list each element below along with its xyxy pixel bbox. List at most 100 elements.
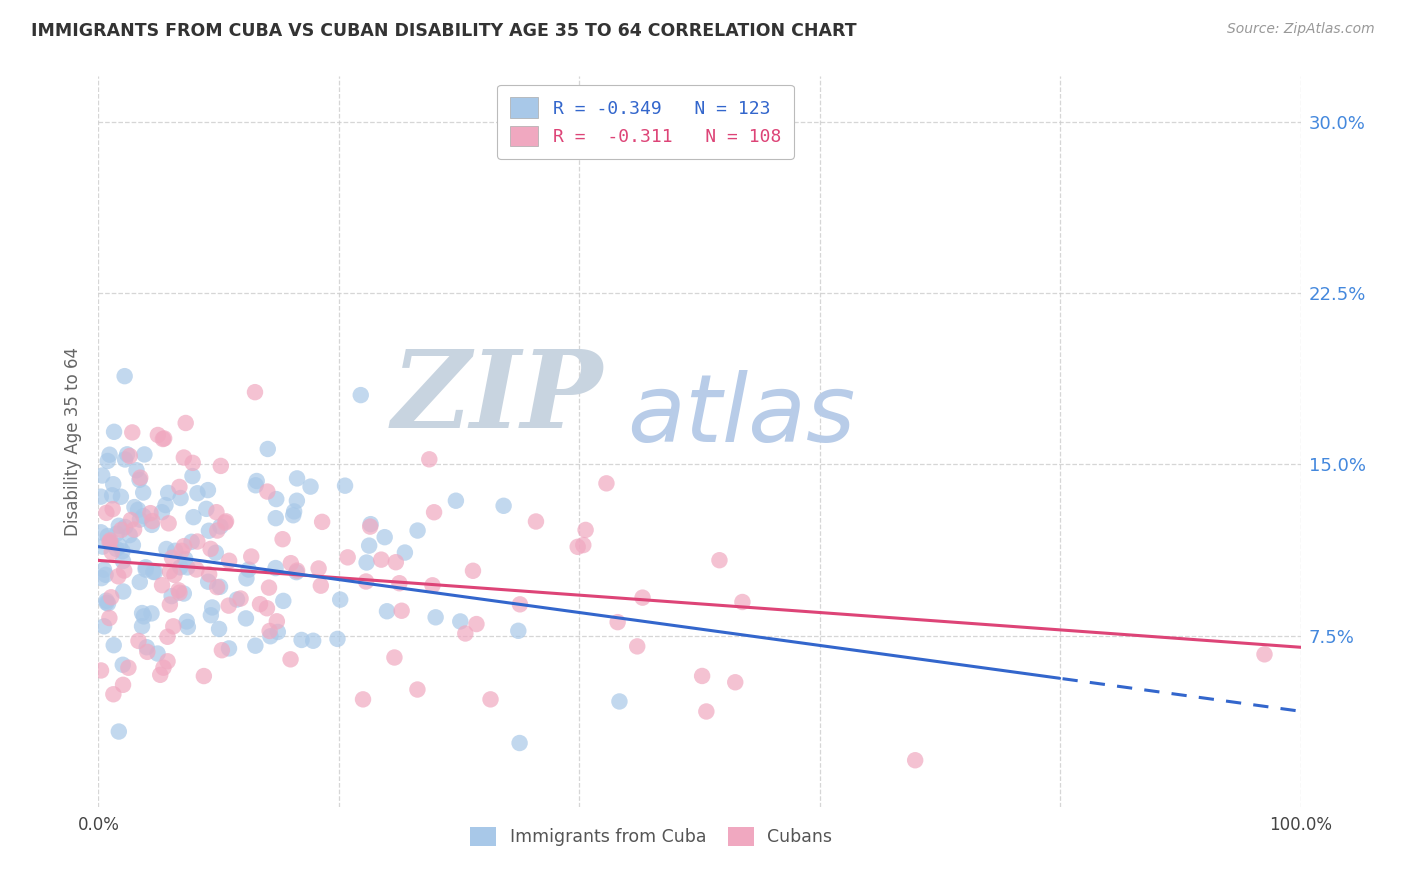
Point [112, 564, 135, 578]
Point [283, 504, 305, 518]
Point [117, 661, 139, 675]
Point [374, 530, 396, 544]
Point [329, 592, 352, 607]
Point [290, 632, 312, 647]
Point [97, 529, 120, 543]
Point [143, 565, 166, 579]
Point [159, 564, 181, 578]
Point [1253, 648, 1275, 662]
Point [299, 480, 322, 494]
Point [153, 432, 176, 446]
Point [156, 654, 179, 668]
Point [176, 560, 198, 574]
Point [150, 578, 173, 592]
Point [204, 546, 226, 560]
Point [375, 604, 398, 618]
Point [394, 545, 416, 559]
Point [326, 632, 349, 646]
Point [186, 534, 208, 549]
Point [333, 478, 356, 492]
Point [461, 564, 484, 578]
Point [127, 634, 149, 648]
Point [385, 555, 408, 569]
Point [509, 598, 531, 612]
Point [162, 619, 184, 633]
Point [136, 645, 159, 659]
Point [350, 388, 373, 402]
Point [139, 506, 162, 520]
Point [205, 505, 228, 519]
Point [352, 692, 374, 706]
Point [91, 468, 114, 483]
Point [90, 664, 112, 678]
Point [165, 543, 187, 558]
Text: atlas: atlas [627, 370, 856, 461]
Point [120, 513, 142, 527]
Point [214, 516, 236, 530]
Point [93, 563, 115, 577]
Point [193, 669, 215, 683]
Point [90, 490, 112, 504]
Point [105, 541, 128, 556]
Point [124, 500, 146, 515]
Point [197, 574, 219, 589]
Point [567, 540, 589, 554]
Point [152, 661, 174, 675]
Point [209, 519, 232, 533]
Point [174, 552, 197, 566]
Point [135, 563, 157, 577]
Point [256, 601, 278, 615]
Point [97, 454, 120, 468]
Point [285, 471, 308, 485]
Point [309, 579, 332, 593]
Point [98, 448, 121, 462]
Point [218, 641, 240, 656]
Point [181, 456, 204, 470]
Point [354, 574, 377, 589]
Point [575, 523, 598, 537]
Point [229, 591, 252, 606]
Point [132, 509, 155, 524]
Point [423, 505, 446, 519]
Point [218, 599, 240, 613]
Point [238, 563, 260, 577]
Point [226, 592, 249, 607]
Point [134, 447, 156, 461]
Point [492, 499, 515, 513]
Point [169, 585, 191, 599]
Point [131, 606, 153, 620]
Point [690, 669, 713, 683]
Point [163, 567, 186, 582]
Point [235, 571, 257, 585]
Point [146, 647, 169, 661]
Point [201, 600, 224, 615]
Point [91, 540, 114, 554]
Point [245, 478, 267, 492]
Point [155, 541, 177, 556]
Point [169, 480, 191, 494]
Point [359, 519, 381, 533]
Point [449, 615, 471, 629]
Point [173, 450, 195, 465]
Point [280, 556, 302, 570]
Point [149, 668, 172, 682]
Point [90, 571, 112, 585]
Point [111, 554, 134, 568]
Point [100, 545, 122, 559]
Text: Source: ZipAtlas.com: Source: ZipAtlas.com [1227, 22, 1375, 37]
Point [205, 580, 228, 594]
Text: ZIP: ZIP [392, 344, 603, 450]
Point [128, 574, 150, 589]
Point [96, 593, 118, 607]
Point [173, 586, 195, 600]
Point [211, 643, 233, 657]
Point [97, 597, 120, 611]
Point [208, 622, 231, 636]
Point [122, 523, 145, 537]
Y-axis label: Disability Age 35 to 64: Disability Age 35 to 64 [65, 347, 83, 536]
Point [422, 578, 444, 592]
Point [101, 488, 124, 502]
Point [100, 536, 122, 550]
Legend: Immigrants from Cuba, Cubans: Immigrants from Cuba, Cubans [464, 821, 839, 854]
Point [465, 617, 488, 632]
